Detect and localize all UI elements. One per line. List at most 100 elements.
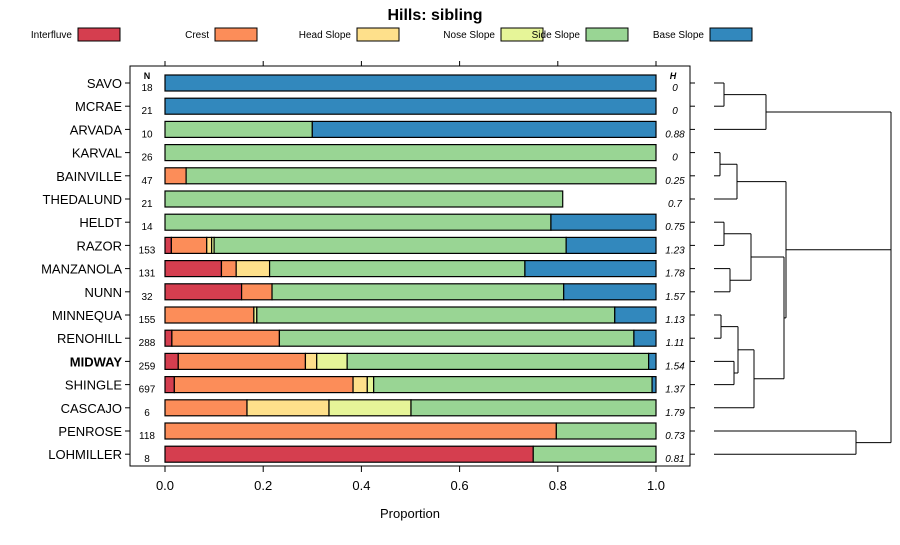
n-value-karval: 26	[141, 153, 153, 164]
bar-segment-razor-interfluve	[164, 236, 172, 254]
bar-segment-razor-base-slope	[565, 236, 657, 254]
row-label-thedalund: THEDALUND	[43, 192, 122, 207]
bar-row-manzanola	[164, 260, 657, 278]
bar-segment-renohill-base-slope	[633, 329, 657, 347]
panel-border	[129, 65, 691, 467]
legend-swatch-crest	[214, 27, 258, 42]
bar-row-cascajo	[164, 399, 657, 417]
row-labels: SAVO 18 0 MCRAE 21 0 ARVADA 10 0.88 KARVAL 26 0 BAIN…	[41, 76, 695, 465]
bar-segment-minnequa-base-slope	[614, 306, 657, 324]
bar-segment-minnequa-crest	[164, 306, 255, 324]
bar-row-midway	[164, 352, 657, 370]
bars	[164, 74, 657, 463]
row-label-cascajo: CASCAJO	[61, 401, 122, 416]
bar-segment-minnequa-side-slope	[256, 306, 616, 324]
bar-segment-shingle-interfluve	[164, 376, 175, 394]
bar-segment-razor-side-slope	[213, 236, 567, 254]
x-tick-label: 0.2	[254, 478, 272, 493]
legend-label-head-slope: Head Slope	[299, 30, 352, 41]
bar-segment-heldt-base-slope	[550, 213, 657, 231]
h-value-lohmiller: 0.81	[665, 454, 684, 465]
bar-segment-manzanola-side-slope	[268, 260, 526, 278]
h-value-razor: 1.23	[665, 245, 685, 256]
n-value-mcrae: 21	[141, 106, 153, 117]
h-value-minnequa: 1.13	[665, 315, 685, 326]
n-value-cascajo: 6	[144, 408, 150, 419]
bar-row-nunn	[164, 283, 657, 301]
n-value-razor: 153	[139, 245, 156, 256]
n-value-nunn: 32	[141, 292, 153, 303]
h-column-header: H	[670, 71, 677, 81]
bar-row-savo	[164, 74, 657, 92]
n-value-bainville: 47	[141, 176, 153, 187]
bar-segment-cascajo-head-slope	[246, 399, 330, 417]
chart-title: Hills: sibling	[387, 7, 482, 24]
row-label-shingle: SHINGLE	[65, 378, 122, 393]
bar-row-heldt	[164, 213, 657, 231]
h-value-arvada: 0.88	[665, 129, 685, 140]
bar-row-arvada	[164, 120, 657, 139]
legend-label-side-slope: Side Slope	[532, 30, 581, 41]
n-value-arvada: 10	[141, 129, 153, 140]
n-value-heldt: 14	[141, 222, 153, 233]
bar-segment-midway-crest	[177, 352, 307, 370]
n-value-lohmiller: 8	[144, 454, 150, 465]
row-label-renohill: RENOHILL	[57, 331, 122, 346]
row-label-nunn: NUNN	[84, 285, 122, 300]
h-value-manzanola: 1.78	[665, 269, 685, 280]
row-label-manzanola: MANZANOLA	[41, 262, 122, 277]
bar-row-mcrae	[164, 97, 657, 115]
legend-label-interfluve: Interfluve	[31, 30, 73, 41]
legend-label-base-slope: Base Slope	[653, 30, 705, 41]
n-value-renohill: 288	[139, 338, 156, 349]
h-value-thedalund: 0.7	[668, 199, 682, 210]
bar-segment-bainville-side-slope	[185, 167, 657, 185]
x-axis-label: Proportion	[380, 506, 440, 521]
bar-row-karval	[164, 144, 657, 162]
bar-segment-nunn-interfluve	[164, 283, 243, 301]
bar-segment-arvada-side-slope	[164, 120, 313, 139]
legend-label-nose-slope: Nose Slope	[443, 30, 495, 41]
bar-segment-karval-side-slope	[164, 144, 657, 162]
h-value-midway: 1.54	[665, 361, 685, 372]
n-value-savo: 18	[141, 83, 153, 94]
legend-swatch-side-slope	[585, 27, 629, 42]
bar-segment-lohmiller-side-slope	[532, 445, 657, 463]
x-axis: 0.0 0.2 0.4 0.6 0.8 1.0	[156, 466, 665, 493]
bar-segment-cascajo-crest	[164, 399, 248, 417]
row-label-karval: KARVAL	[72, 146, 122, 161]
h-value-karval: 0	[672, 153, 678, 164]
dendrogram	[714, 82, 892, 455]
n-value-thedalund: 21	[141, 199, 153, 210]
bar-segment-manzanola-base-slope	[524, 260, 657, 278]
x-tick-label: 0.4	[352, 478, 370, 493]
row-label-mcrae: MCRAE	[75, 99, 122, 114]
n-value-minnequa: 155	[139, 315, 156, 326]
bar-segment-midway-nose-slope	[316, 352, 348, 370]
bar-row-razor	[164, 236, 657, 254]
legend-swatch-nose-slope	[500, 27, 544, 42]
bar-row-bainville	[164, 167, 657, 185]
x-tick-label: 0.8	[549, 478, 567, 493]
row-label-minnequa: MINNEQUA	[52, 308, 122, 323]
bar-segment-renohill-crest	[171, 329, 281, 347]
bar-segment-manzanola-head-slope	[235, 260, 271, 278]
bar-segment-razor-crest	[170, 236, 208, 254]
n-column-header: N	[144, 71, 151, 81]
h-value-penrose: 0.73	[665, 431, 685, 442]
h-value-savo: 0	[672, 83, 678, 94]
bar-segment-renohill-interfluve	[164, 329, 173, 347]
row-label-midway: MIDWAY	[70, 354, 123, 369]
bar-segment-cascajo-nose-slope	[328, 399, 412, 417]
bar-segment-savo-base-slope	[164, 74, 657, 92]
h-value-mcrae: 0	[672, 106, 678, 117]
bar-segment-shingle-crest	[173, 376, 354, 394]
h-value-heldt: 0.75	[665, 222, 685, 233]
bar-segment-lohmiller-interfluve	[164, 445, 534, 463]
bar-segment-midway-base-slope	[648, 352, 657, 370]
row-label-savo: SAVO	[87, 76, 122, 91]
h-value-bainville: 0.25	[665, 176, 685, 187]
